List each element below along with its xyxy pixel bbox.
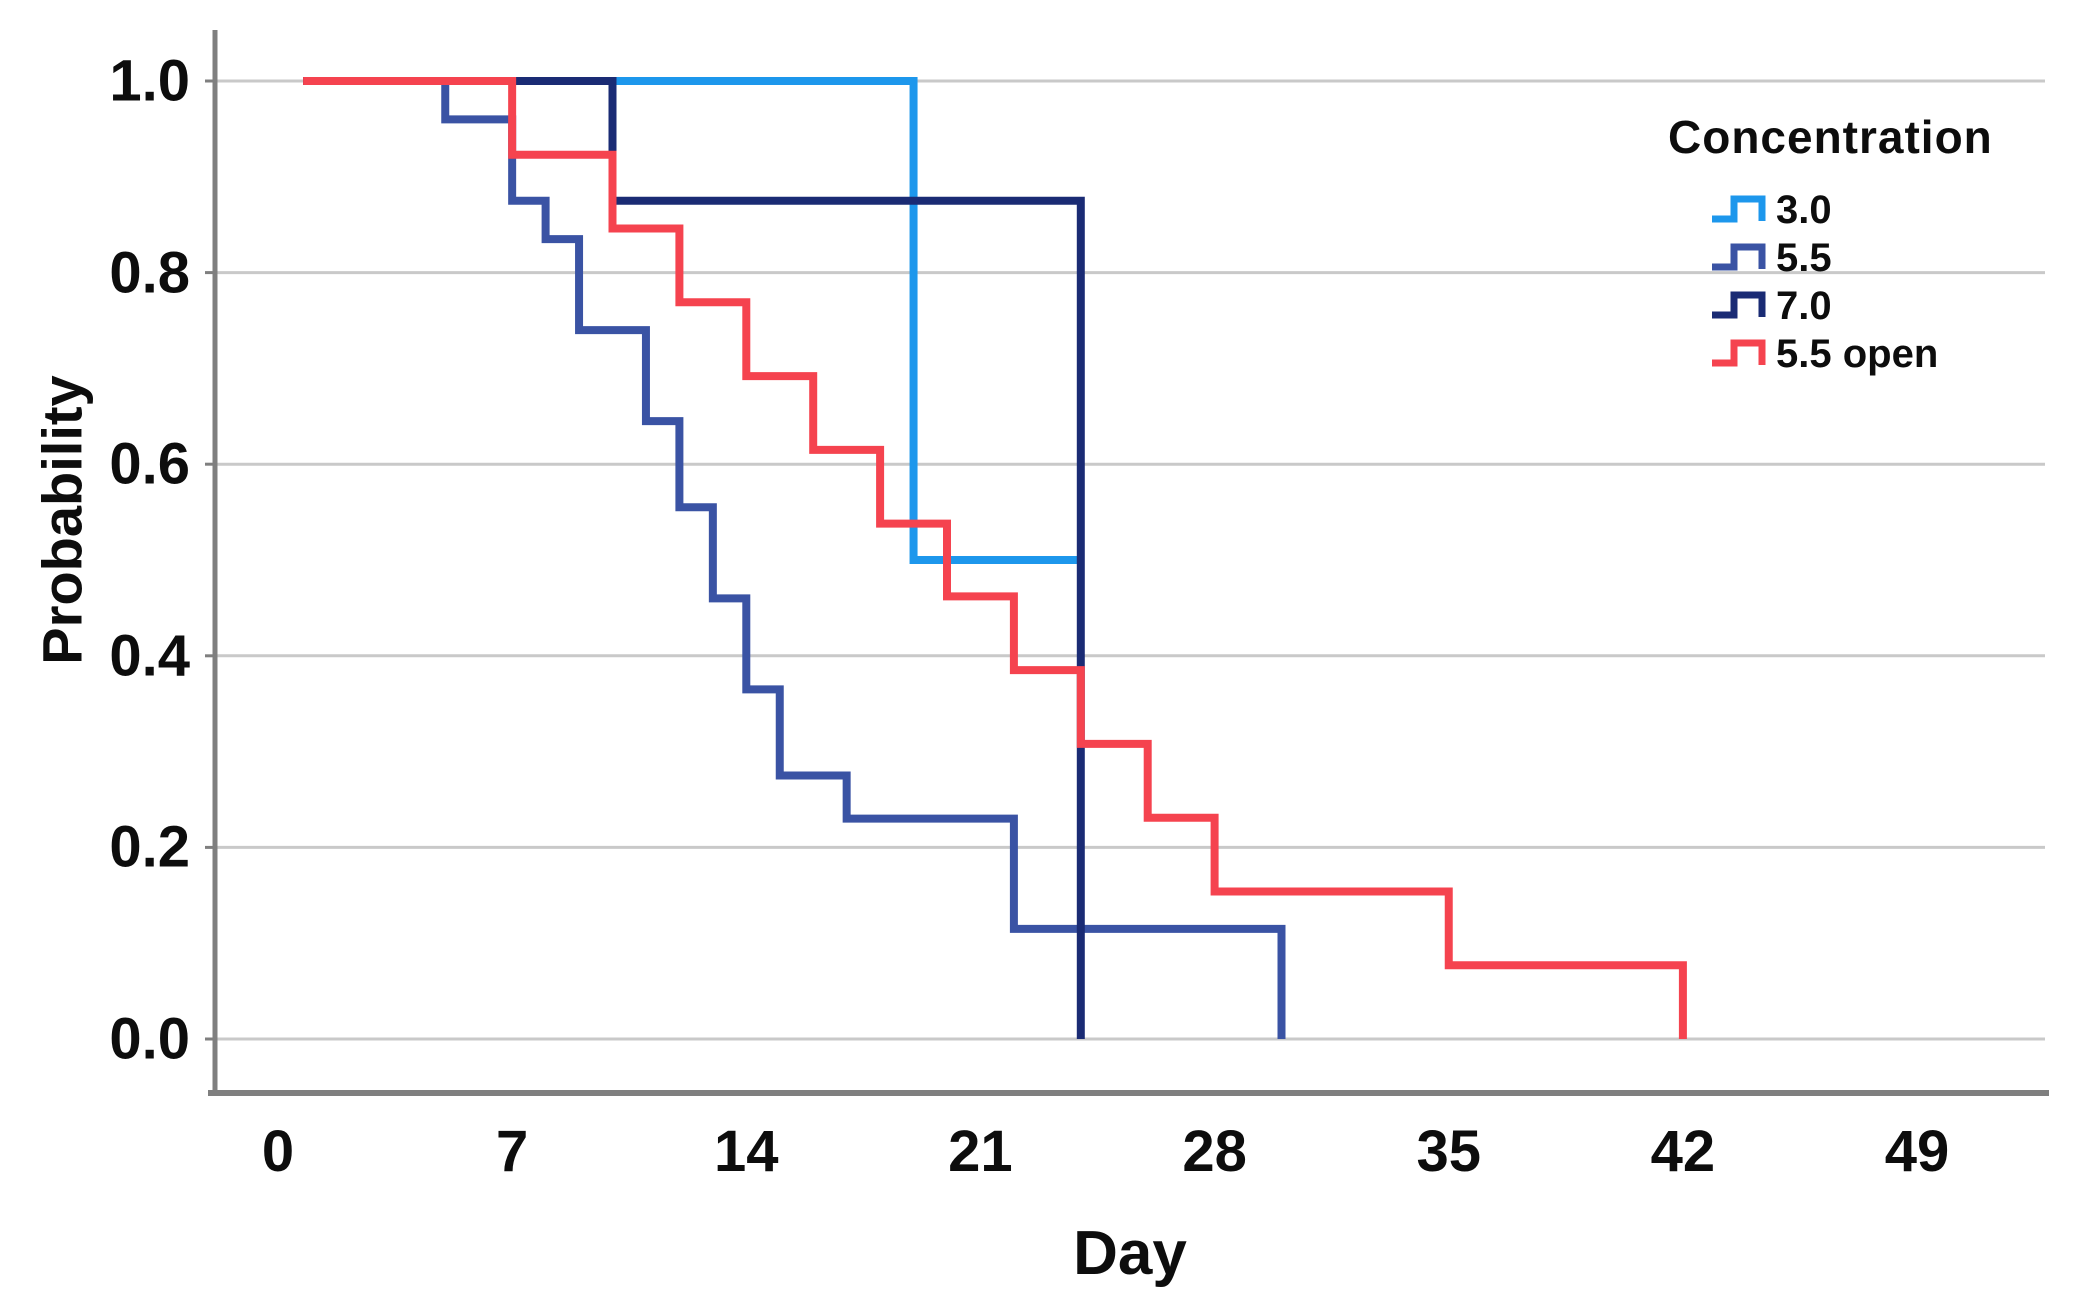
survival-curves [303,77,1687,1039]
legend-label: 7.0 [1776,283,1832,328]
y-tick-label: 0.2 [109,814,190,880]
legend-label: 5.5 open [1776,331,1939,376]
x-tick-label: 28 [1182,1119,1247,1184]
x-tick-label: 49 [1884,1119,1950,1184]
legend-item: 3.0 [1660,186,2060,234]
legend-label: 5.5 [1776,235,1832,280]
y-tick-label: 0.0 [109,1006,190,1072]
y-tick-label: 0.6 [109,431,190,497]
y-tick-label: 0.8 [109,240,190,306]
y-tick-label: 1.0 [109,48,190,114]
legend-item: 5.5 [1660,234,2060,282]
x-tick-label: 21 [948,1119,1013,1184]
step-line-swatch-icon [1712,243,1766,271]
x-tick-label: 7 [496,1119,529,1184]
x-tick-label: 0 [261,1119,295,1184]
legend: Concentration 3.0 5.5 7.0 5.5 open [1660,110,2060,378]
step-line-swatch-icon [1712,339,1766,367]
x-axis-title: Day [1073,1219,1187,1288]
legend-item: 5.5 open [1660,330,2060,378]
legend-title: Concentration [1668,111,1993,163]
gridlines [205,79,2045,1041]
step-line-swatch-icon [1712,195,1766,223]
y-axis-title: Probability [30,375,94,665]
y-tick-label: 0.4 [109,623,190,689]
x-tick-label: 42 [1650,1119,1716,1184]
x-tick-label: 14 [714,1119,779,1184]
legend-label: 3.0 [1776,187,1832,232]
legend-item: 7.0 [1660,282,2060,330]
x-tick-label: 35 [1416,1119,1482,1184]
step-line-swatch-icon [1712,291,1766,319]
axes [208,30,2049,1096]
